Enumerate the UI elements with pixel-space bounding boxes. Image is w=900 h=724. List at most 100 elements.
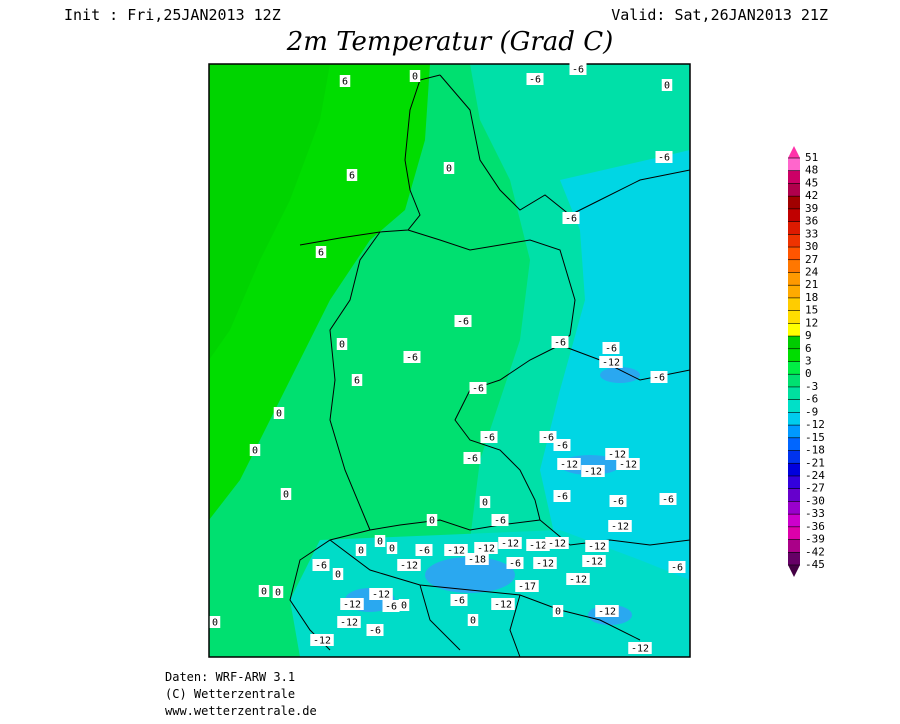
colorbar-band — [788, 552, 800, 566]
init-time: Init : Fri,25JAN2013 12Z — [64, 6, 281, 24]
colorbar-band — [788, 336, 800, 350]
contour-label: -12 — [536, 559, 554, 570]
colorbar-label: -15 — [805, 431, 825, 444]
colorbar-band — [788, 450, 800, 464]
contour-label: -6 — [369, 626, 381, 637]
map-frame — [208, 63, 691, 658]
label-box — [469, 382, 487, 394]
colorbar-band — [788, 374, 800, 388]
contour-label: 0 — [252, 446, 258, 457]
colorbar-band — [788, 539, 800, 553]
contour-label: 0 — [664, 81, 670, 92]
contour-label: 0 — [275, 588, 281, 599]
colorbar-band — [788, 170, 800, 184]
colorbar-band — [788, 348, 800, 362]
contour-label: -12 — [400, 561, 418, 572]
contour-label: -6 — [658, 153, 670, 164]
colorbar-band — [788, 158, 800, 172]
contour-label: 0 — [212, 618, 218, 629]
contour-label: -6 — [509, 559, 521, 570]
contour-label: 0 — [339, 340, 345, 351]
label-box — [506, 557, 524, 569]
colorbar-label: 51 — [805, 151, 818, 164]
colorbar-band — [788, 463, 800, 477]
colorbar-band — [788, 234, 800, 248]
colorbar-label: 18 — [805, 291, 818, 304]
label-box — [526, 73, 544, 85]
contour-label: -6 — [483, 433, 495, 444]
label-box — [454, 315, 472, 327]
contour-label: -6 — [418, 546, 430, 557]
label-box — [628, 642, 652, 654]
label-box — [467, 614, 479, 626]
contour-label: -6 — [612, 497, 624, 508]
contour-label: -6 — [466, 454, 478, 465]
label-box — [209, 616, 221, 628]
label-box — [474, 542, 498, 554]
contour-label: -6 — [605, 344, 617, 355]
label-box — [351, 374, 363, 386]
colorbar-band — [788, 412, 800, 426]
valid-time: Valid: Sat,26JAN2013 21Z — [611, 6, 828, 24]
contour-label: -12 — [501, 539, 519, 550]
contour-label: 0 — [401, 601, 407, 612]
label-box — [332, 568, 344, 580]
label-box — [480, 431, 498, 443]
contour-label: -12 — [529, 541, 547, 552]
contour-label: -6 — [542, 433, 554, 444]
colorbar-band — [788, 196, 800, 210]
colorbar-label: -42 — [805, 545, 825, 558]
label-box — [465, 553, 489, 565]
label-box — [312, 559, 330, 571]
colorbar-label: -12 — [805, 418, 825, 431]
label-box — [280, 488, 292, 500]
label-box — [258, 585, 270, 597]
label-box — [581, 465, 605, 477]
label-box — [585, 540, 609, 552]
contour-label: 0 — [412, 72, 418, 83]
colorbar-band — [788, 323, 800, 337]
label-box — [551, 336, 569, 348]
label-box — [599, 356, 623, 368]
colorbar-band — [788, 475, 800, 489]
contour-label: 0 — [389, 544, 395, 555]
contour-label: -6 — [556, 492, 568, 503]
label-box — [355, 544, 367, 556]
label-box — [337, 616, 361, 628]
contour-label: -12 — [494, 600, 512, 611]
colorbar-band — [788, 425, 800, 439]
colorbar-band — [788, 285, 800, 299]
contour-label: -6 — [572, 65, 584, 76]
label-box — [552, 605, 564, 617]
label-box — [366, 624, 384, 636]
contour-label: 6 — [318, 248, 324, 259]
label-box — [539, 431, 557, 443]
cold-patch — [600, 367, 640, 383]
contour-label: 0 — [446, 164, 452, 175]
colorbar-label: -33 — [805, 507, 825, 520]
colorbar-band — [788, 501, 800, 515]
title: 2m Temperatur (Grad C) — [286, 27, 613, 57]
colorbar-label: 6 — [805, 342, 812, 355]
contour-label: 0 — [482, 498, 488, 509]
contour-label: -12 — [611, 522, 629, 533]
contour-label: -17 — [518, 582, 536, 593]
label-box — [426, 514, 438, 526]
footer-line: Daten: WRF-ARW 3.1 — [165, 670, 295, 684]
colorbar-label: -9 — [805, 405, 818, 418]
colorbar-band — [788, 437, 800, 451]
colorbar-band — [788, 310, 800, 324]
label-box — [444, 544, 468, 556]
label-box — [545, 537, 569, 549]
label-box — [382, 600, 400, 612]
contour-label: 6 — [354, 376, 360, 387]
label-box — [650, 371, 668, 383]
contour-label: -6 — [453, 596, 465, 607]
zone-warmer — [209, 64, 330, 360]
contour-label: -12 — [588, 542, 606, 553]
colorbar-label: -18 — [805, 444, 825, 457]
colorbar-label: 33 — [805, 227, 818, 240]
label-box — [310, 634, 334, 646]
label-box — [491, 514, 509, 526]
